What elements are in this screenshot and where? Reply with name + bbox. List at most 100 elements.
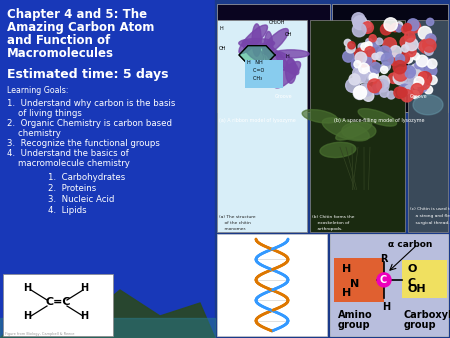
Circle shape: [406, 46, 416, 57]
Text: H: H: [23, 311, 31, 321]
Circle shape: [352, 23, 366, 37]
Circle shape: [364, 21, 371, 27]
Text: Macromolecules: Macromolecules: [7, 47, 114, 60]
Circle shape: [398, 52, 410, 64]
Circle shape: [362, 22, 374, 33]
Circle shape: [356, 88, 365, 97]
Ellipse shape: [276, 52, 299, 75]
Circle shape: [361, 43, 369, 50]
Ellipse shape: [358, 108, 396, 126]
Circle shape: [418, 83, 427, 92]
Circle shape: [393, 61, 406, 74]
Circle shape: [425, 47, 433, 55]
Circle shape: [423, 40, 432, 50]
Text: 4.  Understand the basics of: 4. Understand the basics of: [7, 149, 129, 158]
Text: (b) Chitin forms the: (b) Chitin forms the: [312, 215, 355, 219]
Ellipse shape: [255, 62, 282, 70]
Text: Learning Goals:: Learning Goals:: [7, 86, 68, 95]
Text: C: C: [407, 278, 415, 288]
Text: 3.  Recognize the functional groups: 3. Recognize the functional groups: [7, 139, 160, 148]
Text: 2.  Proteins: 2. Proteins: [48, 184, 96, 193]
Ellipse shape: [413, 95, 443, 115]
Circle shape: [373, 80, 383, 90]
Circle shape: [429, 35, 436, 42]
Text: C=C: C=C: [46, 297, 72, 307]
Circle shape: [369, 35, 376, 42]
Circle shape: [353, 87, 366, 99]
Bar: [217, 20, 307, 232]
Bar: [0, 0, 215, 338]
Text: of living things: of living things: [7, 109, 82, 118]
Circle shape: [396, 22, 403, 28]
Ellipse shape: [243, 40, 264, 62]
Ellipse shape: [274, 62, 301, 88]
Text: (a) A ribbon model of lysozyme: (a) A ribbon model of lysozyme: [219, 118, 296, 123]
Circle shape: [419, 78, 430, 89]
Bar: [332, 4, 448, 112]
Circle shape: [384, 18, 397, 31]
Text: group: group: [404, 320, 436, 330]
Circle shape: [401, 90, 413, 102]
Circle shape: [396, 25, 403, 32]
Circle shape: [380, 89, 389, 97]
Circle shape: [381, 53, 393, 65]
Circle shape: [354, 48, 367, 61]
Text: H: H: [220, 26, 224, 31]
Bar: [408, 20, 448, 232]
Circle shape: [413, 53, 419, 60]
Text: surgical thread.: surgical thread.: [410, 221, 450, 225]
Circle shape: [402, 25, 410, 33]
Circle shape: [423, 76, 430, 83]
Circle shape: [344, 39, 351, 46]
Text: C: C: [380, 275, 387, 285]
Circle shape: [359, 63, 369, 74]
Ellipse shape: [285, 58, 296, 83]
Circle shape: [413, 81, 421, 89]
Circle shape: [393, 71, 407, 85]
Circle shape: [404, 82, 413, 91]
Circle shape: [418, 72, 432, 85]
Ellipse shape: [322, 118, 369, 141]
Circle shape: [368, 45, 382, 59]
Circle shape: [377, 273, 391, 287]
Circle shape: [405, 31, 415, 42]
Circle shape: [359, 84, 370, 94]
Circle shape: [418, 72, 427, 80]
Circle shape: [362, 86, 373, 96]
Circle shape: [388, 53, 400, 65]
Text: Estimated time: 5 days: Estimated time: 5 days: [7, 68, 168, 81]
Text: CH₂OH: CH₂OH: [269, 20, 285, 25]
Circle shape: [396, 54, 405, 63]
Circle shape: [399, 84, 410, 95]
Ellipse shape: [263, 28, 288, 54]
Circle shape: [418, 57, 432, 71]
Circle shape: [407, 19, 419, 31]
Ellipse shape: [336, 122, 372, 140]
Circle shape: [405, 86, 413, 93]
Circle shape: [365, 42, 372, 49]
Circle shape: [358, 43, 365, 50]
Circle shape: [401, 45, 409, 52]
Circle shape: [398, 88, 407, 97]
Bar: [217, 234, 327, 336]
Bar: [402, 260, 447, 298]
Circle shape: [363, 91, 374, 101]
Text: CH₃: CH₃: [247, 76, 262, 81]
Text: Amazing Carbon Atom: Amazing Carbon Atom: [7, 21, 154, 34]
Circle shape: [378, 46, 391, 59]
Circle shape: [346, 78, 360, 92]
Text: 4.  Lipids: 4. Lipids: [48, 206, 86, 215]
Circle shape: [409, 21, 421, 33]
Text: chemistry: chemistry: [7, 129, 61, 138]
Circle shape: [394, 67, 408, 81]
Circle shape: [349, 74, 360, 85]
Circle shape: [361, 72, 372, 83]
Text: arthropods.: arthropods.: [312, 227, 342, 231]
Text: exoskeleton of: exoskeleton of: [312, 221, 349, 225]
Circle shape: [354, 86, 367, 99]
Text: H   NH: H NH: [247, 60, 263, 65]
Circle shape: [367, 69, 378, 81]
Circle shape: [353, 67, 365, 79]
Text: H: H: [382, 302, 390, 312]
Circle shape: [405, 69, 414, 78]
